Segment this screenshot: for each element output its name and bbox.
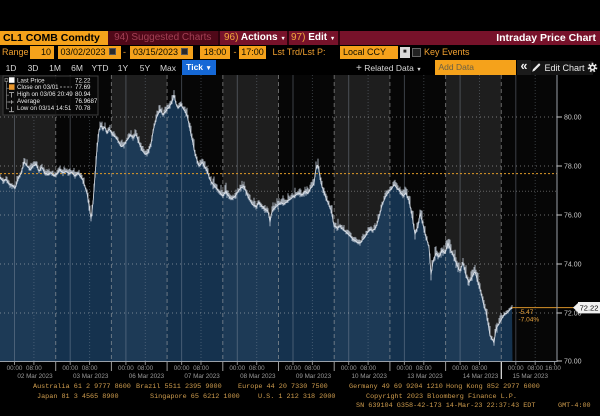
svg-text:76.9687: 76.9687	[75, 98, 98, 105]
svg-text:Singapore 65 6212 1000: Singapore 65 6212 1000	[150, 393, 240, 401]
svg-text:Average: Average	[17, 98, 40, 105]
svg-text:80.94: 80.94	[75, 91, 91, 98]
svg-text:08:00: 08:00	[249, 365, 265, 372]
svg-text:Australia 61 2 9777 8600: Australia 61 2 9777 8600	[33, 383, 131, 391]
svg-text:13 Mar 2023: 13 Mar 2023	[407, 373, 443, 380]
svg-text:00:00: 00:00	[397, 365, 413, 372]
svg-text:08:00: 08:00	[305, 365, 321, 372]
svg-text:09 Mar 2023: 09 Mar 2023	[296, 373, 332, 380]
svg-text:00:00: 00:00	[229, 365, 245, 372]
svg-text:Close on 03/01: Close on 03/01	[17, 84, 59, 91]
svg-text:Brazil 5511 2395 9000: Brazil 5511 2395 9000	[136, 383, 222, 391]
svg-text:Japan 81 3 4565 8900: Japan 81 3 4565 8900	[37, 393, 119, 401]
svg-text:Copyright 2023 Bloomberg Finan: Copyright 2023 Bloomberg Finance L.P.	[366, 393, 517, 401]
svg-text:08:00: 08:00	[193, 365, 209, 372]
svg-text:High on 03/06 20:49: High on 03/06 20:49	[17, 91, 73, 98]
svg-text:08:00: 08:00	[472, 365, 488, 372]
svg-text:00:00: 00:00	[341, 365, 357, 372]
svg-text:10 Mar 2023: 10 Mar 2023	[352, 373, 388, 380]
svg-text:03 Mar 2023: 03 Mar 2023	[73, 373, 109, 380]
svg-text:08:00: 08:00	[416, 365, 432, 372]
svg-text:Last Price: Last Price	[17, 77, 45, 84]
svg-text:72.22: 72.22	[580, 304, 599, 313]
svg-text:06 Mar 2023: 06 Mar 2023	[129, 373, 165, 380]
svg-text:00:00: 00:00	[118, 365, 134, 372]
svg-text:-5.47: -5.47	[519, 309, 534, 316]
svg-text:00:00: 00:00	[62, 365, 78, 372]
svg-text:02 Mar 2023: 02 Mar 2023	[17, 373, 53, 380]
svg-text:SN 639104 G358-42-173 14-Mar-2: SN 639104 G358-42-173 14-Mar-23 22:37:43…	[356, 402, 535, 410]
svg-text:14 Mar 2023: 14 Mar 2023	[463, 373, 499, 380]
svg-text:08 Mar 2023: 08 Mar 2023	[240, 373, 276, 380]
svg-text:-7.04%: -7.04%	[519, 317, 540, 324]
svg-text:Germany 49 69 9204 1210: Germany 49 69 9204 1210	[349, 383, 443, 391]
svg-text:77.69: 77.69	[75, 84, 91, 91]
svg-text:72.22: 72.22	[75, 77, 91, 84]
svg-text:74.00: 74.00	[564, 262, 582, 269]
svg-text:00:00: 00:00	[285, 365, 301, 372]
svg-text:08:00: 08:00	[26, 365, 42, 372]
svg-text:U.S. 1 212 318 2000: U.S. 1 212 318 2000	[258, 393, 336, 401]
svg-text:70.78: 70.78	[75, 105, 91, 112]
svg-text:78.00: 78.00	[564, 164, 582, 171]
svg-text:16:00: 16:00	[545, 365, 561, 372]
svg-text:00:00: 00:00	[452, 365, 468, 372]
svg-text:Low on 03/14 14:51: Low on 03/14 14:51	[17, 105, 72, 112]
svg-text:Europe 44 20 7330 7500: Europe 44 20 7330 7500	[238, 383, 328, 391]
svg-text:76.00: 76.00	[564, 213, 582, 220]
svg-text:08:00: 08:00	[360, 365, 376, 372]
svg-text:Hong Kong 852 2977 6000: Hong Kong 852 2977 6000	[446, 383, 540, 391]
svg-text:00:00: 00:00	[174, 365, 190, 372]
svg-text:08:00: 08:00	[527, 365, 543, 372]
svg-text:00:00: 00:00	[7, 365, 23, 372]
svg-text:80.00: 80.00	[564, 115, 582, 122]
svg-text:72.00: 72.00	[564, 311, 582, 318]
svg-text:00:00: 00:00	[508, 365, 524, 372]
svg-text:08:00: 08:00	[82, 365, 98, 372]
svg-text:08:00: 08:00	[137, 365, 153, 372]
svg-text:70.00: 70.00	[564, 359, 582, 366]
svg-text:GMT-4:00: GMT-4:00	[558, 402, 591, 410]
svg-text:07 Mar 2023: 07 Mar 2023	[184, 373, 220, 380]
svg-text:15 Mar 2023: 15 Mar 2023	[513, 373, 549, 380]
